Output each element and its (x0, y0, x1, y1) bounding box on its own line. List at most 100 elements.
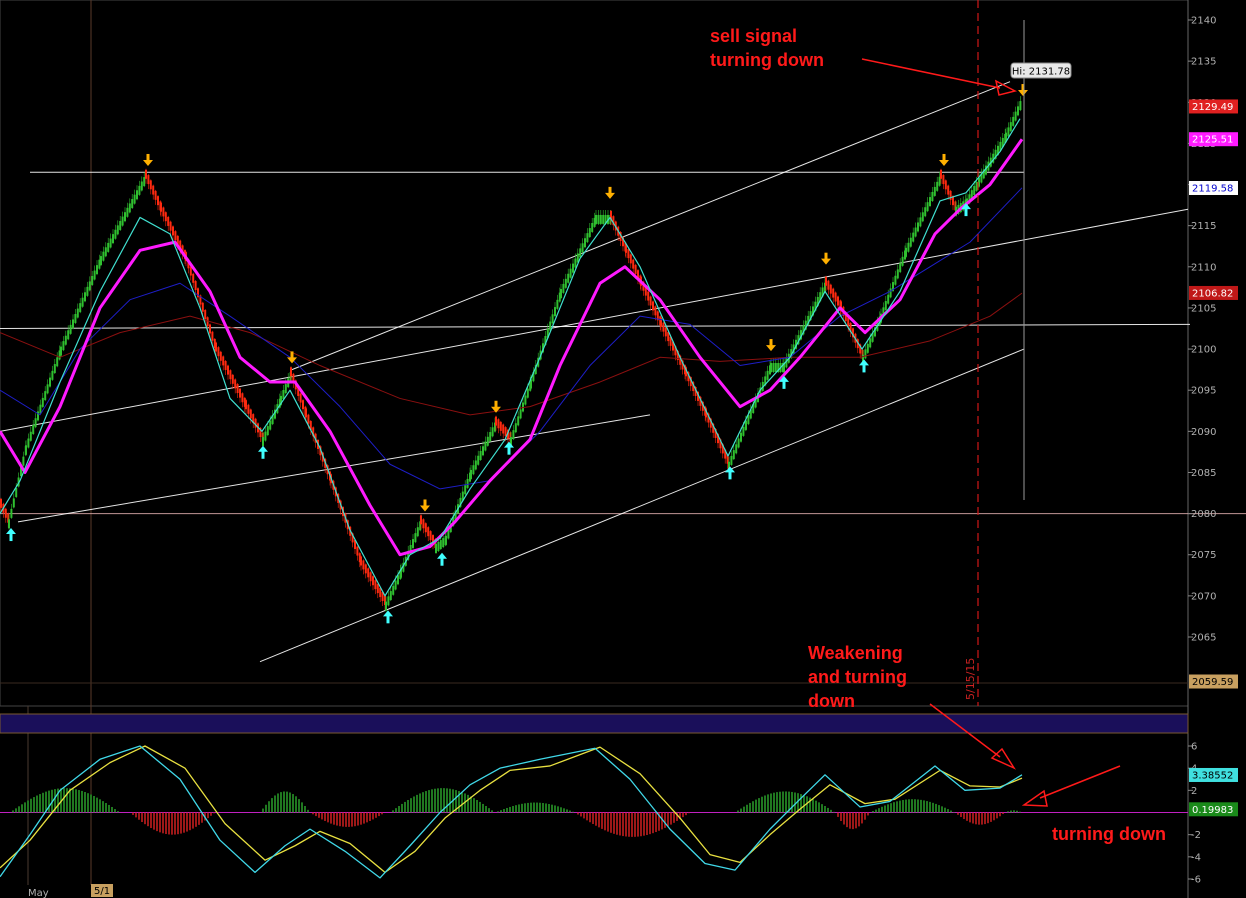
buy-signal-arrow (258, 445, 268, 452)
sell-signal-arrow (821, 258, 831, 265)
weakening-arrow-line (929, 703, 1001, 758)
price-badge (1189, 674, 1238, 689)
price-tick-label: 2105 (1191, 303, 1216, 314)
oscillator-tick-label: -6 (1191, 875, 1201, 886)
price-tick-label: 2100 (1191, 345, 1216, 356)
oscillator-lines (0, 745, 1023, 879)
price-badge (1189, 285, 1238, 300)
buy-signal-arrow-shaft (728, 471, 732, 480)
sell-signal-arrow-shaft (769, 339, 773, 347)
price-badge-text: 2125.51 (1192, 135, 1233, 146)
buy-signal-arrow-shaft (782, 380, 786, 389)
moving-average-line (0, 292, 1023, 416)
date-marker-label: 5/15/15 (964, 658, 977, 700)
price-badge (1189, 180, 1238, 195)
oscillator-badge-text: 0.19983 (1192, 805, 1233, 816)
sell-signal-arrow (287, 357, 297, 364)
oscillator-badge (1189, 767, 1238, 782)
sell-signal-arrow-shaft (1021, 84, 1025, 92)
price-badges: 2129.49 2125.51 2119.58 2106.82 2059.59 (1189, 99, 1238, 689)
buy-signal-arrow-shaft (507, 446, 511, 455)
oscillator-line (0, 745, 1023, 879)
sell-signal-arrow (420, 505, 430, 512)
buy-signal-arrow (504, 441, 514, 448)
weakening-arrow-head (990, 747, 1016, 770)
price-tick-label: 2095 (1191, 386, 1216, 397)
buy-signal-arrow-shaft (261, 450, 265, 459)
buy-signal-arrow-shaft (386, 615, 390, 624)
annotation-sell-signal: sell signal turning down (710, 26, 1018, 96)
annotation-weakening-line2: and turning (808, 667, 907, 687)
oscillator-badges: 3.38552 0.19983 (1189, 767, 1238, 817)
oscillator-header-band (0, 713, 1189, 734)
signal-arrows (6, 84, 1028, 624)
price-badge-text: 2119.58 (1192, 183, 1233, 194)
price-tick-label: 2065 (1191, 633, 1216, 644)
buy-signal-arrow-shaft (9, 533, 13, 542)
x-label-5-1-box (91, 884, 113, 897)
oscillator-histogram (12, 788, 1021, 837)
buy-signal-arrow (859, 359, 869, 366)
annotation-weakening-line1: Weakening (808, 643, 903, 663)
sell-signal-arrow-shaft (146, 153, 150, 161)
buy-signal-arrow (961, 203, 971, 210)
sell-signal-arrow-shaft (290, 351, 294, 359)
price-tick-label: 2085 (1191, 468, 1216, 479)
buy-signal-arrow-shaft (862, 364, 866, 373)
annotation-turning-down: turning down (1021, 765, 1166, 844)
hi-label-text: Hi: 2131.78 (1012, 67, 1070, 78)
buy-signal-arrow (6, 528, 16, 535)
annotation-turning-down-text: turning down (1052, 824, 1166, 844)
trendline (259, 348, 1025, 663)
buy-signal-arrow (779, 375, 789, 382)
price-badge (1189, 99, 1238, 114)
buy-signal-arrow (383, 610, 393, 617)
hi-label: Hi: 2131.78 (1010, 62, 1072, 79)
sell-signal-arrow-shaft (824, 252, 828, 260)
price-tick-label: 2070 (1191, 591, 1216, 602)
sell-signal-arrow (766, 345, 776, 352)
annotation-weakening: Weakening and turning down (808, 643, 1016, 770)
trendline (17, 414, 651, 523)
turning-down-arrow-line (1039, 765, 1121, 799)
trendline (0, 323, 1191, 329)
sell-signal-arrow-shaft (494, 400, 498, 408)
sell-signal-arrow (143, 159, 153, 166)
trendline (0, 208, 1189, 432)
trendline (291, 81, 1011, 371)
annotation-sell-signal-line1: sell signal (710, 26, 797, 46)
sell-signal-arrow-head (994, 79, 1018, 96)
price-badge-text: 2106.82 (1192, 288, 1233, 299)
price-tick-label: 2140 (1191, 16, 1216, 27)
price-badge-text: 2129.49 (1192, 102, 1233, 113)
sell-signal-arrow-shaft (608, 186, 612, 194)
oscillator-line (0, 745, 1023, 873)
price-badge (1189, 132, 1238, 147)
annotation-sell-signal-line2: turning down (710, 50, 824, 70)
oscillator-tick-label: -2 (1191, 830, 1201, 841)
price-tick-label: 2110 (1191, 262, 1216, 273)
annotation-weakening-line3: down (808, 691, 855, 711)
buy-signal-arrow-shaft (964, 208, 968, 217)
oscillator-tick-label: -4 (1191, 852, 1201, 863)
sell-signal-arrow (605, 192, 615, 199)
buy-signal-arrow-shaft (440, 557, 444, 566)
price-tick-label: 2135 (1191, 57, 1216, 68)
sell-signal-arrow (1018, 90, 1028, 97)
sell-signal-arrow (491, 406, 501, 413)
price-tick-label: 2080 (1191, 509, 1216, 520)
buy-signal-arrow (725, 466, 735, 473)
oscillator-badge-text: 3.38552 (1192, 770, 1233, 781)
oscillator-tick-label: 6 (1191, 742, 1197, 753)
price-tick-label: 2090 (1191, 427, 1216, 438)
sell-signal-arrow-shaft (423, 499, 427, 507)
buy-signal-arrow (437, 552, 447, 559)
sell-signal-arrow-line (861, 58, 1001, 89)
moving-average-line (0, 118, 1021, 597)
sell-signal-arrow (939, 159, 949, 166)
price-candles (0, 96, 1022, 612)
price-tick-label: 2075 (1191, 550, 1216, 561)
